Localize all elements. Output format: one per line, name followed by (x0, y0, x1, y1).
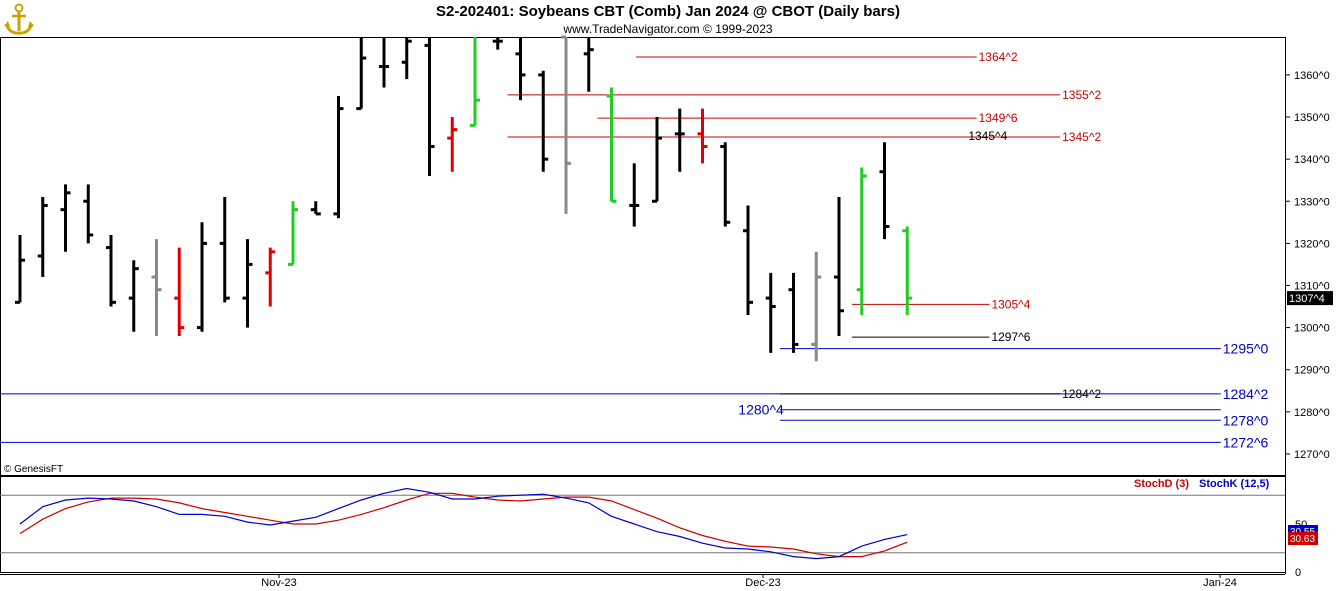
y-tick-label: 1350^0 (1294, 112, 1330, 124)
chart-title: S2-202401: Soybeans CBT (Comb) Jan 2024 … (436, 3, 900, 20)
price-bar (219, 197, 230, 303)
stoch-d-line (19, 492, 908, 558)
price-bar (492, 37, 503, 50)
stochastic-panel (0, 476, 1286, 573)
price-panel (0, 37, 1286, 476)
price-bar (788, 272, 799, 353)
price-bar (720, 142, 731, 227)
price-bar (174, 247, 185, 337)
price-bar (470, 37, 480, 127)
level-label: 1345^2 (1062, 130, 1101, 144)
y-tick-label: 1340^0 (1294, 154, 1330, 166)
level-label: 1364^2 (979, 50, 1018, 64)
level-label: 1280^4 (738, 402, 784, 418)
price-bar (583, 37, 594, 92)
legend-stoch-k: StochK (12,5) (1199, 478, 1270, 490)
y-tick-label: 1270^0 (1294, 449, 1330, 461)
price-bar (743, 205, 753, 315)
price-bar (606, 87, 617, 203)
level-label: 1278^0 (1223, 412, 1269, 428)
price-bar (447, 117, 458, 172)
price-bar (106, 234, 116, 307)
y-tick-label: 1330^0 (1294, 196, 1330, 208)
price-bar (379, 37, 389, 88)
price-bar (128, 260, 139, 332)
price-bar (60, 184, 71, 252)
stoch-k-line (19, 487, 908, 560)
chart-subtitle: www.TradeNavigator.com © 1999-2023 (563, 22, 773, 36)
last-price-box (1287, 291, 1333, 306)
price-bar (288, 201, 298, 266)
price-bar (265, 247, 276, 307)
stoch-d-last-value: 30.63 (1290, 534, 1315, 545)
price-bar (15, 234, 25, 304)
price-bar (652, 117, 662, 203)
y-tick-label: 1360^0 (1294, 70, 1330, 82)
price-bar (424, 37, 435, 176)
price-bar (197, 222, 207, 332)
price-bar (151, 239, 162, 337)
stoch-y-tick-label: 0 (1295, 567, 1301, 579)
price-bar (310, 201, 321, 216)
level-label: 1284^2 (1223, 386, 1269, 402)
price-bar (538, 70, 549, 172)
anchor-logo-icon (2, 2, 36, 36)
price-bar (401, 37, 412, 80)
price-bar (37, 197, 48, 278)
level-label: 1349^6 (979, 111, 1018, 125)
price-bar (856, 167, 867, 315)
price-bar (765, 272, 776, 353)
price-bar (674, 108, 685, 172)
price-bar (629, 163, 640, 227)
level-label: 1355^2 (1062, 88, 1101, 102)
y-tick-label: 1300^0 (1294, 323, 1330, 335)
price-bar (515, 37, 526, 101)
level-label: 1305^4 (991, 297, 1030, 311)
level-label: 1297^6 (991, 330, 1030, 344)
copyright-label: © GenesisFT (4, 464, 63, 475)
y-tick-label: 1320^0 (1294, 238, 1330, 250)
stoch-d-last-box (1288, 532, 1318, 545)
legend-stoch-d: StochD (3) (1134, 478, 1189, 490)
price-bar (811, 251, 822, 362)
level-label: 1284^2 (1062, 387, 1101, 401)
price-bar (83, 184, 94, 244)
level-label: 1345^4 (968, 129, 1007, 143)
y-tick-label: 1310^0 (1294, 280, 1330, 292)
y-tick-label: 1290^0 (1294, 365, 1330, 377)
price-bar (333, 95, 344, 219)
x-tick-label: Nov-23 (261, 577, 296, 589)
last-price-label: 1307^4 (1289, 293, 1325, 305)
x-tick-label: Dec-23 (745, 577, 780, 589)
level-label: 1272^6 (1223, 434, 1269, 450)
price-bar (561, 35, 571, 214)
price-bar (356, 37, 367, 111)
price-bar (697, 108, 708, 164)
y-tick-label: 1280^0 (1294, 407, 1330, 419)
level-label: 1295^0 (1223, 341, 1269, 357)
x-tick-label: Jan-24 (1203, 577, 1237, 589)
price-bar (242, 239, 253, 328)
price-bar (902, 226, 913, 315)
price-bar (834, 197, 844, 337)
price-bar (879, 142, 890, 240)
